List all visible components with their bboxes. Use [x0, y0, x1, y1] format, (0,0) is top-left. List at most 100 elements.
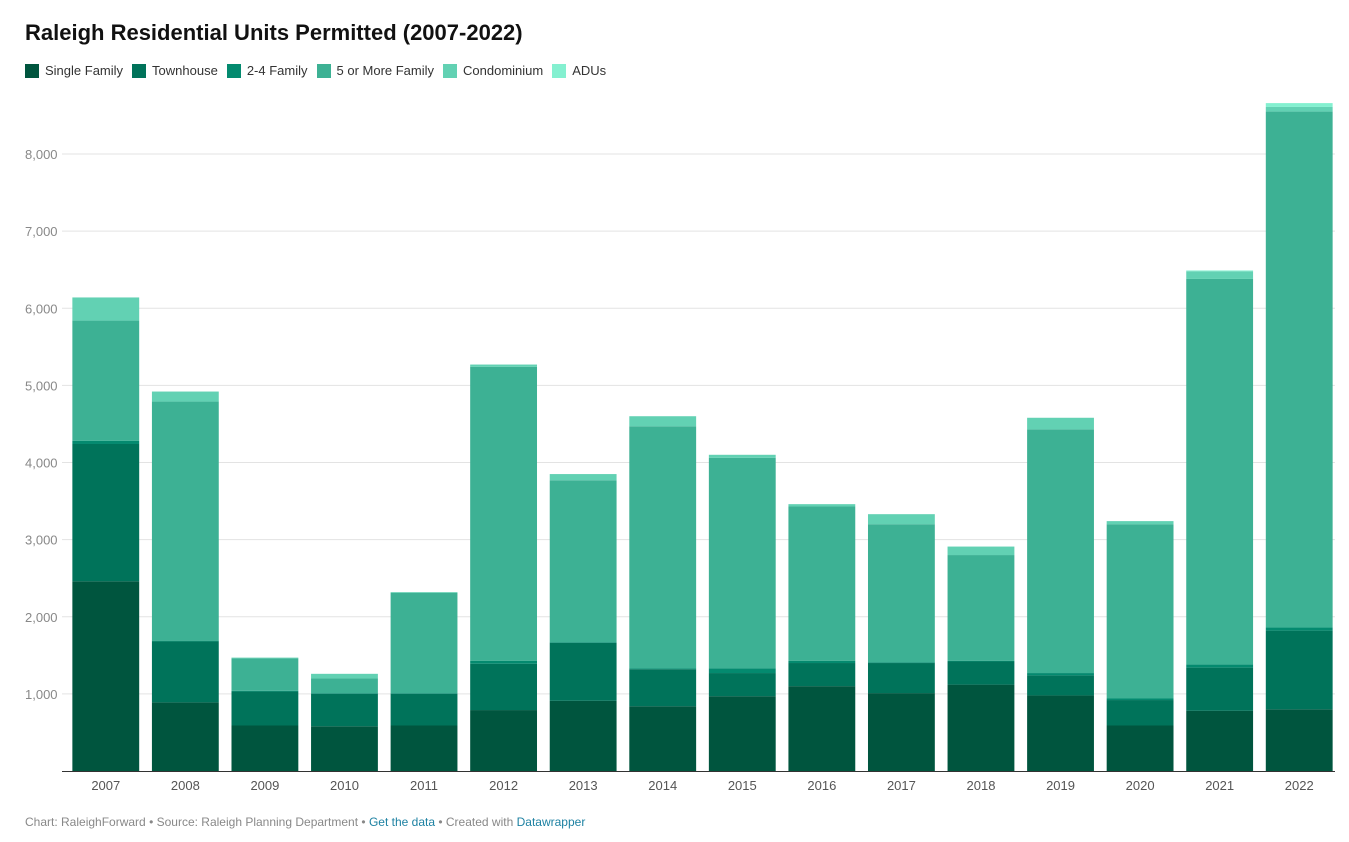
- bar-segment-2021-adus: [1186, 270, 1254, 272]
- y-tick-label: 2,000: [25, 610, 58, 625]
- legend-label: ADUs: [572, 63, 607, 78]
- bar-segment-2014-5-or-more-family: [629, 426, 697, 669]
- bar-segment-2011-5-or-more-family: [390, 592, 458, 694]
- legend-label: 5 or More Family: [336, 63, 435, 78]
- get-the-data-link[interactable]: Get the data: [368, 815, 435, 829]
- bar-segment-2008-2-4-family: [151, 640, 219, 642]
- bar-segment-2011-2-4-family: [390, 693, 458, 694]
- x-tick-label: 2018: [967, 778, 996, 793]
- bar-segment-2019-5-or-more-family: [1027, 429, 1094, 674]
- bar-segment-2013-townhouse: [549, 642, 617, 701]
- bar-segment-2019-condominium: [1027, 417, 1094, 430]
- bar-segment-2012-townhouse: [470, 663, 538, 711]
- legend-item-townhouse: Townhouse: [132, 63, 218, 78]
- legend-swatch: [226, 63, 241, 78]
- chart-footer: Chart: RaleighForward • Source: Raleigh …: [25, 815, 585, 829]
- legend-label: Condominium: [463, 63, 544, 78]
- x-tick-label: 2017: [887, 778, 916, 793]
- datawrapper-link[interactable]: Datawrapper: [516, 815, 586, 829]
- legend-swatch: [443, 63, 458, 78]
- bar-segment-2011-condominium: [390, 592, 458, 593]
- bar-segment-2009-townhouse: [231, 691, 299, 726]
- y-tick-label: 7,000: [25, 224, 58, 239]
- bar-segment-2021-2-4-family: [1186, 664, 1254, 668]
- bar-segment-2013-condominium: [549, 474, 617, 481]
- bar-segment-2015-townhouse: [708, 673, 776, 697]
- bar-segment-2022-2-4-family: [1265, 627, 1333, 631]
- bar-segment-2018-single-family: [947, 684, 1015, 771]
- bar-segment-2019-townhouse: [1027, 675, 1094, 696]
- bar-segment-2022-adus: [1265, 103, 1333, 107]
- legend-swatch: [316, 63, 331, 78]
- bar-segment-2008-townhouse: [151, 641, 219, 703]
- bar-segment-2016-single-family: [788, 686, 856, 771]
- bar-segment-2013-2-4-family: [549, 642, 617, 643]
- bar-segment-2014-condominium: [629, 416, 697, 427]
- bar-segment-2019-single-family: [1027, 695, 1094, 771]
- bar-segment-2008-single-family: [151, 702, 219, 771]
- bar-segment-2022-single-family: [1265, 709, 1333, 771]
- bar-segment-2009-condominium: [231, 657, 299, 659]
- bar-segment-2017-5-or-more-family: [867, 524, 935, 663]
- legend-item-condominium: Condominium: [443, 63, 543, 78]
- bar-segment-2012-2-4-family: [470, 660, 538, 664]
- bar-segment-2012-single-family: [470, 710, 538, 771]
- x-tick-label: 2013: [569, 778, 598, 793]
- bar-segment-2021-condominium: [1186, 271, 1254, 279]
- x-tick-label: 2012: [489, 778, 518, 793]
- bar-segment-2020-condominium: [1106, 521, 1174, 525]
- x-tick-label: 2021: [1205, 778, 1234, 793]
- bar-segment-2013-5-or-more-family: [549, 480, 617, 643]
- bar-segment-2010-single-family: [311, 726, 378, 771]
- x-tick-label: 2016: [807, 778, 836, 793]
- y-tick-label: 5,000: [25, 378, 58, 393]
- bar-segment-2017-townhouse: [867, 663, 935, 694]
- bar-segment-2016-2-4-family: [788, 660, 856, 664]
- x-tick-label: 2015: [728, 778, 757, 793]
- footer-source: Source: Raleigh Planning Department: [156, 815, 359, 829]
- x-tick-label: 2010: [330, 778, 359, 793]
- bar-segment-2009-5-or-more-family: [231, 658, 299, 691]
- bar-segment-2014-townhouse: [629, 669, 697, 707]
- bar-segment-2018-2-4-family: [947, 660, 1015, 662]
- y-tick-label: 3,000: [25, 533, 58, 548]
- bar-segment-2020-2-4-family: [1106, 698, 1174, 701]
- bar-segment-2021-5-or-more-family: [1186, 278, 1254, 665]
- bar-segment-2014-2-4-family: [629, 668, 697, 670]
- x-tick-label: 2011: [410, 778, 438, 793]
- legend-item-2-4-family: 2-4 Family: [226, 63, 308, 78]
- bar-segment-2015-condominium: [708, 454, 776, 458]
- chart-title: Raleigh Residential Units Permitted (200…: [25, 20, 523, 45]
- bar-segment-2012-condominium: [470, 364, 538, 367]
- bar-segment-2007-single-family: [72, 581, 140, 771]
- bar-segment-2010-5-or-more-family: [311, 678, 378, 694]
- footer-separator: •: [361, 815, 366, 829]
- bar-segment-2009-2-4-family: [231, 690, 299, 692]
- bar-segment-2010-condominium: [311, 673, 378, 679]
- bar-segment-2021-single-family: [1186, 710, 1254, 771]
- legend-label: Single Family: [45, 63, 124, 78]
- bar-segment-2007-condominium: [72, 297, 140, 321]
- bar-segment-2011-townhouse: [390, 693, 458, 726]
- bar-segment-2022-townhouse: [1265, 630, 1333, 710]
- bar-segment-2010-2-4-family: [311, 693, 378, 694]
- bar-segment-2008-condominium: [151, 391, 219, 402]
- bar-segment-2008-5-or-more-family: [151, 401, 219, 641]
- y-tick-label: 4,000: [25, 456, 58, 471]
- bar-segment-2012-5-or-more-family: [470, 366, 538, 661]
- bar-segment-2022-5-or-more-family: [1265, 111, 1333, 628]
- bar-segment-2019-2-4-family: [1027, 673, 1094, 676]
- legend-label: Townhouse: [152, 63, 218, 78]
- footer-separator: •: [438, 815, 443, 829]
- bar-segment-2018-townhouse: [947, 661, 1015, 685]
- bar-segment-2017-2-4-family: [867, 662, 935, 664]
- bar-segment-2009-single-family: [231, 725, 299, 771]
- bar-segment-2016-condominium: [788, 504, 856, 507]
- bar-segment-2015-5-or-more-family: [708, 457, 776, 669]
- y-tick-label: 8,000: [25, 147, 58, 162]
- bar-segment-2020-5-or-more-family: [1106, 524, 1174, 699]
- x-tick-label: 2009: [250, 778, 279, 793]
- x-tick-label: 2014: [648, 778, 677, 793]
- legend: Single Family Townhouse 2-4 Family 5 or …: [25, 63, 615, 78]
